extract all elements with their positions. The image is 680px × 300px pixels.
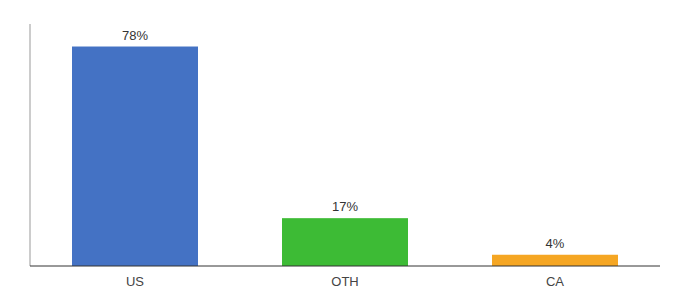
x-tick-label: CA [546,274,564,289]
bar [492,255,618,266]
x-tick-label: OTH [331,274,358,289]
axes [30,24,660,266]
bar [72,47,198,266]
x-axis-line [30,266,660,267]
data-labels: 78% 17% 4% [122,28,565,251]
data-label: 78% [122,28,148,43]
data-label: 4% [546,236,565,251]
data-label: 17% [332,199,358,214]
x-tick-label: US [126,274,144,289]
x-tick-labels: US OTH CA [126,274,564,289]
bars [72,47,618,266]
bar [282,218,408,266]
chart-svg: US OTH CA 78% 17% 4% [0,0,680,300]
y-axis-line [30,24,31,266]
chart-container: US OTH CA 78% 17% 4% [0,0,680,300]
